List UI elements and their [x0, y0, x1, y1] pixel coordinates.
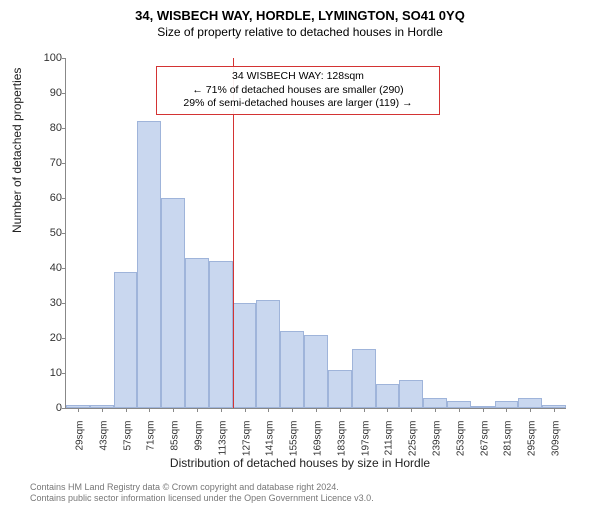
- x-tick-mark: [530, 408, 531, 412]
- histogram-bar: [495, 401, 519, 408]
- x-axis-label: Distribution of detached houses by size …: [0, 456, 600, 470]
- histogram-bar: [352, 349, 376, 409]
- y-tick-label: 80: [22, 122, 62, 134]
- x-tick-mark: [435, 408, 436, 412]
- histogram-bar: [423, 398, 447, 409]
- x-tick-mark: [506, 408, 507, 412]
- y-tick-mark: [62, 338, 66, 339]
- x-tick-mark: [102, 408, 103, 412]
- y-tick-mark: [62, 373, 66, 374]
- x-tick-mark: [78, 408, 79, 412]
- y-tick-mark: [62, 128, 66, 129]
- x-tick-mark: [483, 408, 484, 412]
- histogram-bar: [328, 370, 352, 409]
- x-tick-mark: [245, 408, 246, 412]
- histogram-bar: [304, 335, 328, 409]
- x-tick-mark: [340, 408, 341, 412]
- histogram-bar: [518, 398, 542, 409]
- y-tick-mark: [62, 233, 66, 234]
- title-main: 34, WISBECH WAY, HORDLE, LYMINGTON, SO41…: [0, 8, 600, 23]
- x-tick-mark: [221, 408, 222, 412]
- footer-line-1: Contains HM Land Registry data © Crown c…: [30, 482, 374, 493]
- y-tick-mark: [62, 198, 66, 199]
- histogram-bar: [233, 303, 257, 408]
- histogram-bar: [399, 380, 423, 408]
- y-tick-label: 10: [22, 367, 62, 379]
- histogram-bar: [376, 384, 400, 409]
- histogram-bar: [137, 121, 161, 408]
- y-tick-mark: [62, 93, 66, 94]
- histogram-bar: [280, 331, 304, 408]
- y-tick-label: 40: [22, 262, 62, 274]
- y-tick-mark: [62, 408, 66, 409]
- y-tick-label: 50: [22, 227, 62, 239]
- y-tick-label: 30: [22, 297, 62, 309]
- y-tick-label: 100: [22, 52, 62, 64]
- x-tick-mark: [316, 408, 317, 412]
- y-tick-mark: [62, 163, 66, 164]
- y-tick-mark: [62, 58, 66, 59]
- footer-licence: Contains HM Land Registry data © Crown c…: [30, 482, 374, 505]
- title-sub: Size of property relative to detached ho…: [0, 25, 600, 39]
- x-tick-mark: [411, 408, 412, 412]
- x-tick-mark: [554, 408, 555, 412]
- x-tick-mark: [197, 408, 198, 412]
- x-tick-mark: [364, 408, 365, 412]
- y-tick-label: 20: [22, 332, 62, 344]
- y-tick-label: 90: [22, 87, 62, 99]
- histogram-bar: [256, 300, 280, 409]
- chart-area: 010203040506070809010029sqm43sqm57sqm71s…: [65, 58, 565, 408]
- x-tick-mark: [292, 408, 293, 412]
- x-tick-mark: [173, 408, 174, 412]
- histogram-bar: [114, 272, 138, 409]
- histogram-bar: [185, 258, 209, 409]
- x-tick-mark: [149, 408, 150, 412]
- x-tick-mark: [268, 408, 269, 412]
- y-tick-label: 0: [22, 402, 62, 414]
- histogram-plot: 010203040506070809010029sqm43sqm57sqm71s…: [65, 58, 566, 409]
- histogram-bar: [209, 261, 233, 408]
- x-tick-mark: [459, 408, 460, 412]
- y-tick-label: 60: [22, 192, 62, 204]
- y-tick-label: 70: [22, 157, 62, 169]
- x-tick-mark: [387, 408, 388, 412]
- annotation-line-1: 34 WISBECH WAY: 128sqm: [163, 70, 433, 84]
- x-tick-mark: [126, 408, 127, 412]
- annotation-line-3: 29% of semi-detached houses are larger (…: [163, 97, 433, 111]
- annotation-box: 34 WISBECH WAY: 128sqm← 71% of detached …: [156, 66, 440, 115]
- y-tick-mark: [62, 303, 66, 304]
- histogram-bar: [161, 198, 185, 408]
- annotation-line-2: ← 71% of detached houses are smaller (29…: [163, 84, 433, 98]
- footer-line-2: Contains public sector information licen…: [30, 493, 374, 504]
- y-tick-mark: [62, 268, 66, 269]
- histogram-bar: [447, 401, 471, 408]
